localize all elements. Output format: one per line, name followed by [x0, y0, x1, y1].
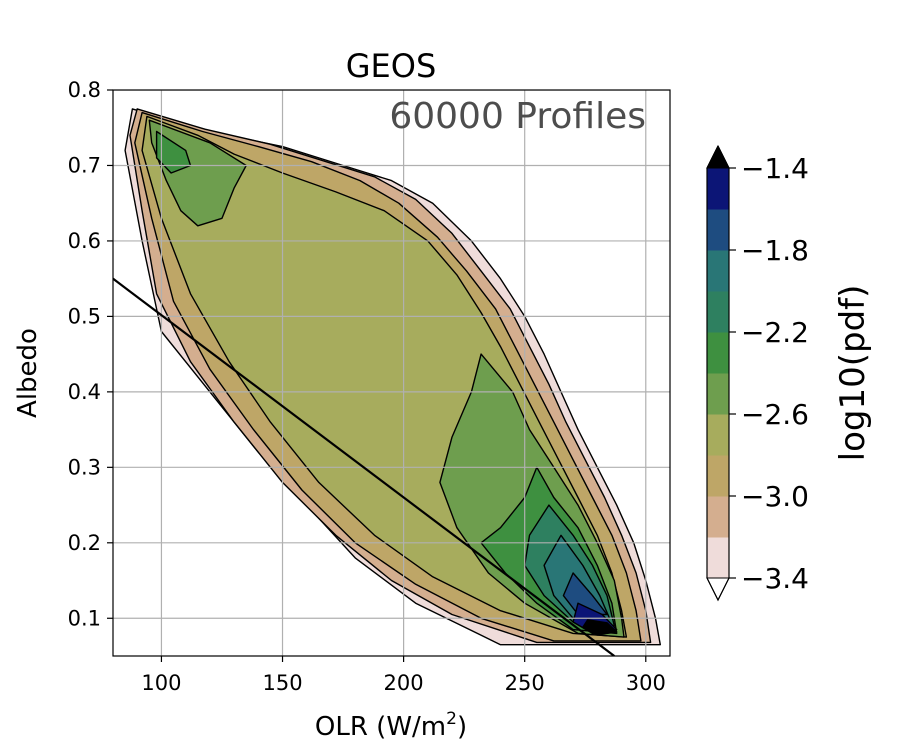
y-tick-label: 0.3 [68, 455, 101, 479]
y-tick-label: 0.7 [68, 153, 101, 177]
colorbar-segment [707, 250, 729, 292]
y-tick-label: 0.4 [68, 380, 101, 404]
x-tick-label: 200 [384, 671, 424, 695]
y-axis-ticks: 0.1 0.2 0.3 0.4 0.5 0.6 0.7 0.8 [68, 78, 113, 630]
colorbar-segment [707, 332, 729, 374]
plot-frame [112, 89, 671, 657]
profile-count-annotation: 60000 Profiles [389, 96, 646, 137]
x-axis-title-main: OLR (W/m [315, 712, 446, 742]
y-tick-label: 0.2 [68, 531, 101, 555]
x-tick-label: 100 [141, 671, 181, 695]
colorbar-segment [707, 537, 729, 579]
colorbar-segment [707, 209, 729, 251]
colorbar-tick-label: −2.2 [741, 316, 809, 349]
x-tick-label: 250 [505, 671, 545, 695]
grid-lines [113, 90, 670, 656]
x-tick-label: 150 [262, 671, 302, 695]
y-tick-label: 0.6 [68, 229, 101, 253]
contour-regions [124, 108, 661, 646]
colorbar-segment [707, 373, 729, 415]
colorbar-tick-label: −1.4 [741, 152, 809, 185]
y-axis-title: Albedo [13, 328, 43, 418]
y-tick-label: 0.5 [68, 304, 101, 328]
colorbar-title: log10(pdf) [833, 285, 873, 462]
colorbar-segment [707, 168, 729, 210]
x-axis-title-close: ) [457, 712, 467, 742]
chart-title: GEOS [346, 47, 437, 85]
colorbar-tick-label: −1.8 [741, 234, 809, 267]
x-axis-title: OLR (W/m2) [315, 709, 467, 742]
colorbar-segment [707, 291, 729, 333]
x-tick-label: 300 [626, 671, 666, 695]
colorbar-segment [707, 455, 729, 497]
colorbar-tick-label: −3.4 [741, 562, 809, 595]
x-axis-title-superscript: 2 [446, 709, 457, 729]
colorbar-extend-low [706, 577, 730, 602]
reference-line [113, 277, 615, 656]
colorbar-tick-label: −3.0 [741, 480, 809, 513]
colorbar: −1.4 −1.8 −2.2 −2.6 −3.0 −3.4 [706, 144, 809, 602]
contour-region [582, 619, 618, 636]
reference-line-layer [113, 277, 615, 656]
colorbar-segment [707, 496, 729, 538]
colorbar-extend-high [706, 144, 730, 169]
contour-region [155, 130, 192, 174]
colorbar-tick-label: −2.6 [741, 398, 809, 431]
x-axis-ticks: 100 150 200 250 300 [141, 656, 666, 695]
colorbar-segment [707, 414, 729, 456]
y-tick-label: 0.1 [68, 606, 101, 630]
y-tick-label: 0.8 [68, 78, 101, 102]
